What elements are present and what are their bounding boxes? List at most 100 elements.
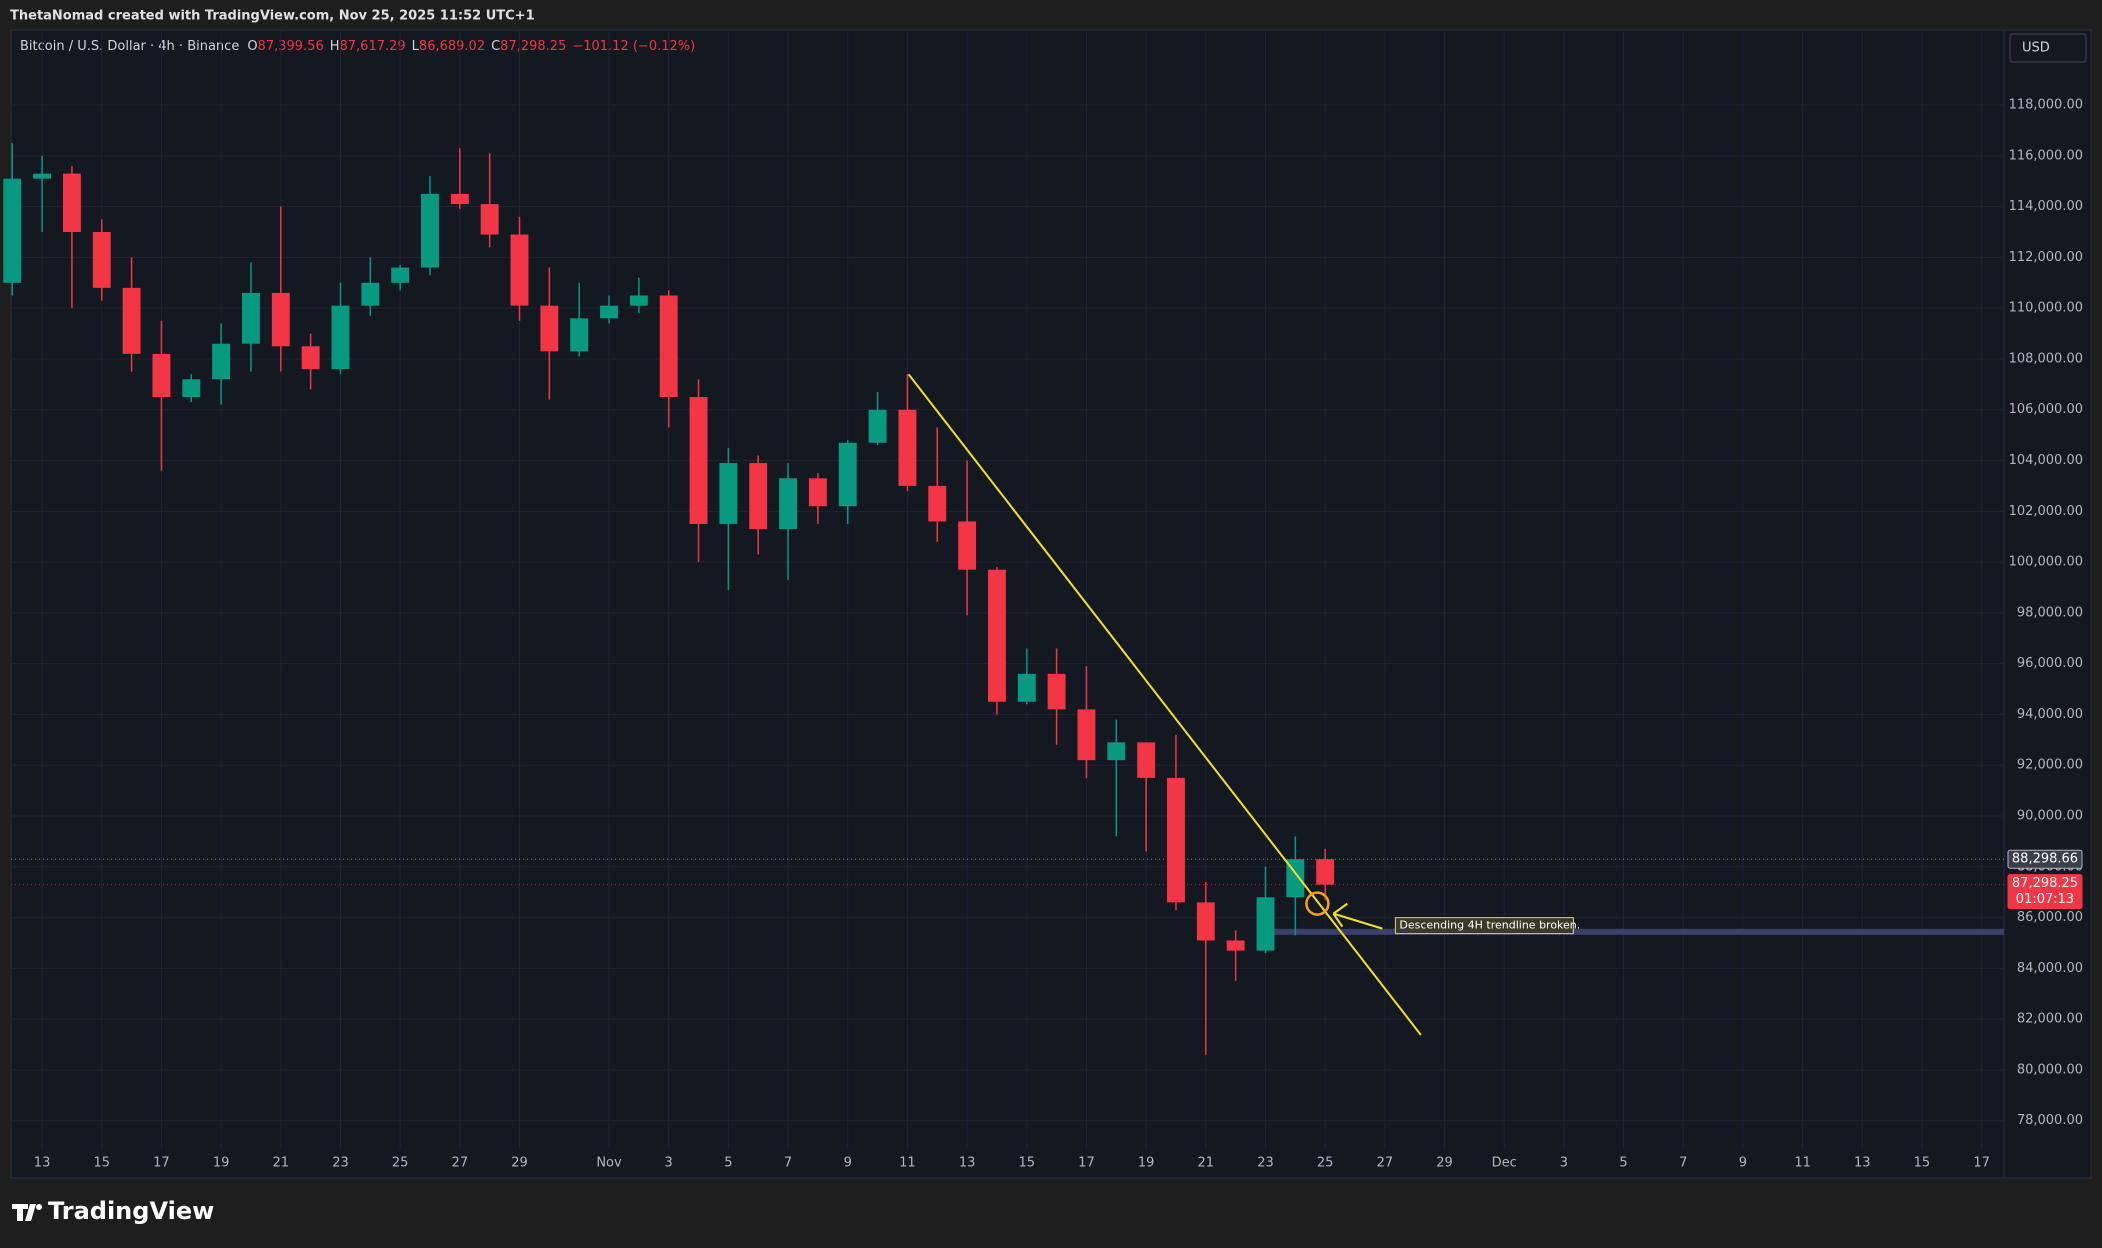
candle-body (62, 173, 81, 232)
currency[interactable]: USD (2022, 41, 2050, 56)
x-tick-label: Nov (596, 1156, 622, 1171)
y-tick-label: 108,000.00 (2009, 351, 2083, 366)
credit: ThetaNomad created with TradingView.com,… (10, 9, 535, 24)
y-tick-label: 116,000.00 (2009, 148, 2083, 163)
candle-body (540, 305, 559, 352)
x-tick-label: 5 (724, 1156, 732, 1171)
x-tick-label: 13 (959, 1156, 976, 1171)
logo-text: TradingView (48, 1197, 214, 1225)
candle-body (361, 282, 380, 306)
x-tick-label: 9 (1739, 1156, 1747, 1171)
candle-body (1077, 709, 1096, 761)
arrow (1332, 902, 1383, 930)
x-tick-label: 3 (665, 1156, 673, 1171)
break-marker (1305, 891, 1330, 916)
x-tick-label: 11 (899, 1156, 916, 1171)
candle-body (510, 234, 529, 306)
y-tick-label: 92,000.00 (2017, 758, 2083, 773)
change: −101.12 (−0.12%) (572, 39, 695, 54)
x-tick-label: 23 (1257, 1156, 1274, 1171)
y-tick-label: 100,000.00 (2009, 555, 2083, 570)
ohlc-key: H (330, 39, 340, 54)
ohlc-key: O (247, 39, 257, 54)
x-tick-label: 15 (93, 1156, 110, 1171)
annotation-box (1394, 917, 1574, 935)
y-tick-label: 96,000.00 (2017, 656, 2083, 671)
candle-body (659, 295, 678, 398)
ohlc-value: 87,399.56 (258, 39, 324, 54)
x-tick-label: 27 (452, 1156, 469, 1171)
chart-pane (10, 29, 2092, 1179)
candle-body (749, 463, 768, 530)
candle-body (122, 287, 141, 354)
x-tick-label: 5 (1619, 1156, 1627, 1171)
candle-body (152, 353, 171, 398)
y-tick-label: 114,000.00 (2009, 199, 2083, 214)
logo-dot (36, 1204, 42, 1210)
x-tick-label: 25 (392, 1156, 409, 1171)
candle-body (331, 305, 350, 370)
y-tick-label: 90,000.00 (2017, 809, 2083, 824)
candle-body (212, 343, 231, 380)
candle-body (1107, 742, 1126, 761)
x-tick-label: 9 (844, 1156, 852, 1171)
x-tick-label: 11 (1794, 1156, 1811, 1171)
x-tick-label: 17 (1078, 1156, 1095, 1171)
x-tick-label: Dec (1492, 1156, 1517, 1171)
price-label-box (2007, 874, 2083, 910)
candle-body (1226, 940, 1245, 951)
candle-body (629, 295, 648, 306)
x-tick-label: 17 (1973, 1156, 1990, 1171)
candle-body (301, 346, 320, 370)
candle-body (391, 267, 410, 283)
x-tick-label: 21 (273, 1156, 290, 1171)
candle-body (987, 569, 1006, 702)
support-zone (1270, 928, 2004, 935)
x-tick-label: 23 (332, 1156, 349, 1171)
x-tick-label: 25 (1317, 1156, 1334, 1171)
x-tick-label: 13 (1854, 1156, 1871, 1171)
price-label: 87,298.25 (2012, 876, 2078, 891)
candle-body (958, 521, 977, 570)
x-tick-label: 27 (1377, 1156, 1394, 1171)
x-tick-label: 7 (1679, 1156, 1687, 1171)
y-tick-label: 118,000.00 (2009, 98, 2083, 113)
candle-body (242, 292, 260, 344)
candle-body (689, 397, 708, 525)
x-tick-label: 29 (1436, 1156, 1453, 1171)
tradingview-logo: TradingView (12, 1197, 214, 1225)
x-tick-label: 19 (1138, 1156, 1155, 1171)
candle-body (1316, 859, 1335, 885)
candle-body (570, 318, 589, 352)
candle-body (719, 463, 738, 525)
x-tick-label: 13 (34, 1156, 51, 1171)
candle-body (421, 193, 439, 268)
ohlc-value: 87,298.25 (500, 39, 566, 54)
y-tick-label: 82,000.00 (2017, 1012, 2083, 1027)
y-tick-label: 112,000.00 (2009, 250, 2083, 265)
countdown: 01:07:13 (2016, 892, 2074, 907)
candle-body (600, 305, 618, 319)
y-tick-label: 84,000.00 (2017, 961, 2083, 976)
y-tick-label: 106,000.00 (2009, 402, 2083, 417)
y-tick-label: 80,000.00 (2017, 1062, 2083, 1077)
candle-body (898, 409, 917, 486)
x-tick-label: 19 (213, 1156, 230, 1171)
candle-body (33, 173, 52, 179)
candle-body (3, 178, 22, 283)
candle-body (838, 442, 857, 507)
trendline (907, 373, 1422, 1036)
symbol-legend: Bitcoin / U.S. Dollar · 4h · Binance O87,… (20, 39, 695, 54)
candle-body (1256, 897, 1275, 951)
candle-body (1047, 673, 1066, 710)
candle-body (928, 485, 947, 522)
symbol-title: Bitcoin / U.S. Dollar · 4h · Binance (20, 39, 239, 54)
y-tick-label: 102,000.00 (2009, 504, 2083, 519)
currency-box[interactable] (2009, 33, 2087, 63)
annotation-text: Descending 4H trendline broken. (1399, 919, 1580, 932)
x-tick-label: 15 (1018, 1156, 1035, 1171)
y-tick-label: 110,000.00 (2009, 301, 2083, 316)
candle-body (182, 379, 201, 398)
